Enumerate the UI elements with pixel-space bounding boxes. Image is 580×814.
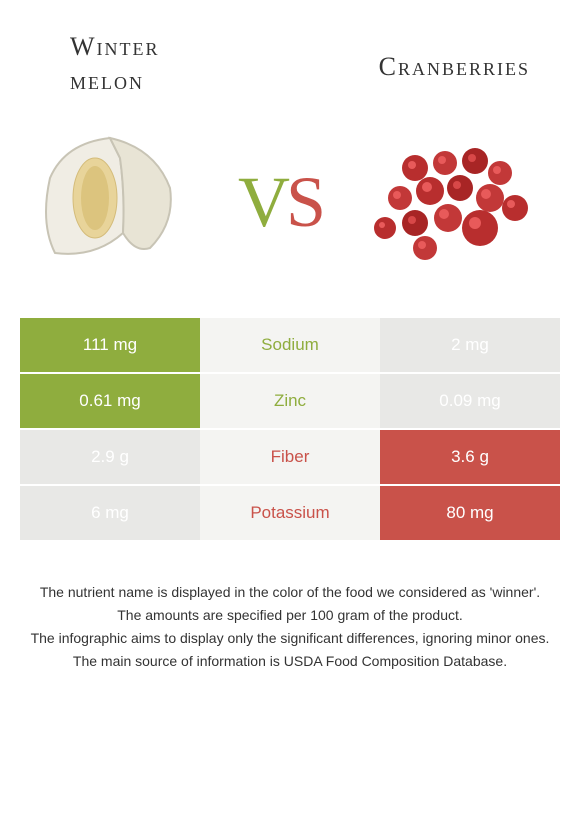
right-food-name: Cranberries — [379, 52, 530, 81]
left-value: 2.9 g — [20, 430, 200, 484]
footer-notes: The nutrient name is displayed in the co… — [0, 542, 580, 694]
left-value: 0.61 mg — [20, 374, 200, 428]
left-food-line2: melon — [70, 66, 144, 95]
nutrient-name: Sodium — [200, 318, 380, 372]
vs-v: V — [238, 162, 286, 242]
nutrient-name: Potassium — [200, 486, 380, 540]
left-food-line1: Winter — [70, 32, 160, 61]
left-food-title: Winter melon — [50, 30, 300, 98]
table-row: 0.61 mg Zinc 0.09 mg — [20, 374, 560, 430]
cranberries-icon — [360, 133, 540, 273]
footer-line: The infographic aims to display only the… — [30, 628, 550, 649]
images-row: VS — [0, 108, 580, 318]
right-value: 0.09 mg — [380, 374, 560, 428]
footer-line: The amounts are specified per 100 gram o… — [30, 605, 550, 626]
right-value: 2 mg — [380, 318, 560, 372]
nutrient-name: Fiber — [200, 430, 380, 484]
right-food-title: Cranberries — [300, 30, 530, 84]
footer-line: The nutrient name is displayed in the co… — [30, 582, 550, 603]
right-value: 3.6 g — [380, 430, 560, 484]
table-row: 6 mg Potassium 80 mg — [20, 486, 560, 542]
table-row: 111 mg Sodium 2 mg — [20, 318, 560, 374]
nutrient-name: Zinc — [200, 374, 380, 428]
right-value: 80 mg — [380, 486, 560, 540]
vs-s: S — [286, 162, 322, 242]
header: Winter melon Cranberries — [0, 0, 580, 108]
footer-line: The main source of information is USDA F… — [30, 651, 550, 672]
melon-icon — [25, 123, 195, 283]
winter-melon-image — [20, 118, 200, 288]
left-value: 111 mg — [20, 318, 200, 372]
left-value: 6 mg — [20, 486, 200, 540]
comparison-table: 111 mg Sodium 2 mg 0.61 mg Zinc 0.09 mg … — [20, 318, 560, 542]
cranberries-image — [360, 118, 540, 288]
table-row: 2.9 g Fiber 3.6 g — [20, 430, 560, 486]
vs-label: VS — [238, 161, 322, 244]
